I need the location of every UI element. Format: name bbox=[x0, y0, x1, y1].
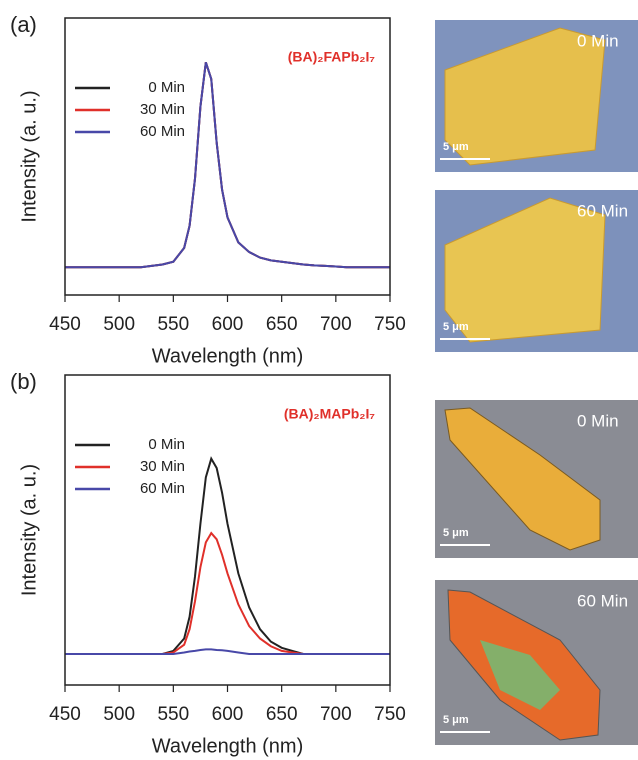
x-tick-label: 500 bbox=[103, 704, 135, 725]
micrograph bbox=[435, 190, 638, 352]
annotation: (BA)₂MAPb₂I₇ bbox=[284, 406, 375, 422]
image-label: 60 Min bbox=[577, 201, 628, 220]
legend-label: 30 Min bbox=[140, 458, 185, 475]
plot-frame bbox=[64, 374, 391, 686]
annotation: (BA)₂FAPb₂I₇ bbox=[288, 49, 375, 65]
y-axis-label: Intensity (a. u.) bbox=[18, 90, 40, 222]
series-line bbox=[65, 531, 390, 655]
image-label: 0 Min bbox=[577, 31, 619, 50]
x-tick-label: 750 bbox=[374, 314, 406, 335]
scale-label: 5 μm bbox=[443, 321, 469, 333]
x-tick-label: 600 bbox=[212, 314, 244, 335]
image-label: 0 Min bbox=[577, 411, 619, 430]
y-axis-label: Intensity (a. u.) bbox=[18, 464, 40, 596]
legend-label: 30 Min bbox=[140, 101, 185, 118]
scale-label: 5 μm bbox=[443, 141, 469, 153]
x-tick-label: 650 bbox=[266, 704, 298, 725]
series-line bbox=[65, 456, 390, 655]
x-tick-label: 600 bbox=[212, 704, 244, 725]
micrograph bbox=[435, 580, 638, 745]
panel-label: (b) bbox=[10, 369, 37, 394]
scale-label: 5 μm bbox=[443, 714, 469, 726]
x-tick-label: 700 bbox=[320, 314, 352, 335]
series-line bbox=[65, 62, 390, 269]
x-axis-label: Wavelength (nm) bbox=[152, 735, 304, 757]
x-tick-label: 500 bbox=[103, 314, 135, 335]
x-tick-label: 550 bbox=[157, 704, 189, 725]
plot-frame bbox=[64, 17, 391, 296]
panel-label: (a) bbox=[10, 12, 37, 37]
micrograph bbox=[435, 400, 638, 558]
x-axis-label: Wavelength (nm) bbox=[152, 345, 304, 367]
x-tick-label: 650 bbox=[266, 314, 298, 335]
x-tick-label: 450 bbox=[49, 314, 81, 335]
x-tick-label: 550 bbox=[157, 314, 189, 335]
legend-label: 60 Min bbox=[140, 480, 185, 497]
x-tick-label: 450 bbox=[49, 704, 81, 725]
legend-label: 0 Min bbox=[148, 436, 185, 453]
series-line bbox=[65, 62, 390, 269]
legend-label: 0 Min bbox=[148, 79, 185, 96]
x-tick-label: 750 bbox=[374, 704, 406, 725]
x-tick-label: 700 bbox=[320, 704, 352, 725]
series-line bbox=[65, 648, 390, 655]
image-label: 60 Min bbox=[577, 591, 628, 610]
micrograph bbox=[435, 20, 638, 172]
series-line bbox=[65, 62, 390, 269]
scale-label: 5 μm bbox=[443, 527, 469, 539]
legend-label: 60 Min bbox=[140, 123, 185, 140]
